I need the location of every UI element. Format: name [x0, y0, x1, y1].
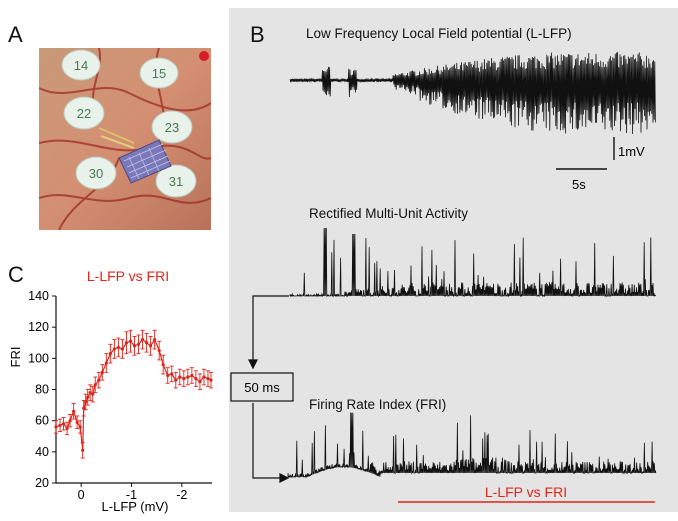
data-point	[86, 395, 90, 399]
data-point	[81, 448, 85, 452]
panel-b-letter: B	[250, 22, 265, 47]
y-tick-label: 20	[35, 476, 49, 490]
voltage-scale-label: 1mV	[618, 144, 645, 159]
microelectrode-array	[98, 127, 172, 184]
chart-title: L-LFP vs FRI	[86, 268, 170, 284]
red-marker-dot	[199, 51, 209, 61]
data-point	[112, 347, 116, 351]
y-tick-label: 100	[28, 351, 49, 365]
window-duration-label: 50 ms	[244, 380, 280, 395]
data-point	[68, 419, 72, 423]
data-point	[78, 425, 82, 429]
data-point	[97, 378, 101, 382]
data-point	[120, 347, 125, 351]
electrode-disc-23	[151, 110, 193, 144]
data-point	[88, 391, 92, 395]
data-point	[140, 338, 145, 342]
chart-axes	[55, 296, 212, 484]
data-point	[178, 375, 182, 379]
data-point	[186, 375, 190, 379]
data-point	[128, 339, 133, 343]
electrode-label-14: 14	[74, 58, 88, 73]
data-point	[108, 352, 112, 356]
lfp-trace-title: Low Frequency Local Field potential (L-L…	[306, 26, 572, 41]
data-point	[198, 380, 202, 384]
lfp-trace	[289, 52, 656, 135]
data-point	[65, 426, 69, 431]
cortex-electrode-photo: 14 15 22 23 30 31	[39, 48, 211, 230]
panel-c-letter: C	[8, 262, 24, 287]
data-point	[93, 383, 97, 387]
data-point	[182, 376, 186, 381]
fri-series-points	[54, 338, 213, 452]
fri-trace-title: Firing Rate Index (FRI)	[309, 397, 447, 412]
x-tick-label: -2	[176, 488, 187, 502]
data-point	[84, 400, 88, 404]
data-point	[166, 373, 170, 378]
data-point	[202, 375, 206, 379]
electrode-label-15: 15	[152, 66, 166, 81]
data-point	[149, 344, 153, 348]
mua-trace-title: Rectified Multi-Unit Activity	[309, 206, 469, 221]
data-point	[170, 372, 174, 376]
fri-trace	[287, 412, 657, 479]
data-point	[72, 409, 76, 413]
x-tick-label: 0	[78, 488, 85, 502]
data-point	[194, 376, 198, 381]
data-point	[157, 348, 161, 353]
data-point	[161, 362, 165, 367]
zoom-connector	[248, 295, 290, 483]
data-point	[100, 370, 104, 374]
y-tick-label: 40	[35, 445, 49, 459]
electrode-disc-22	[63, 96, 105, 130]
data-point	[61, 422, 66, 426]
cortex-photo-drawing: 14 15 22 23 30 31	[39, 48, 211, 230]
data-point	[75, 420, 79, 424]
data-point	[136, 342, 141, 346]
data-point	[153, 338, 157, 342]
data-point	[209, 378, 213, 382]
panel-a-letter: A	[8, 22, 23, 47]
data-point	[206, 376, 210, 381]
electrode-discs	[61, 49, 197, 198]
fri-series-line	[55, 338, 212, 451]
electrode-label-31: 31	[169, 174, 183, 189]
electrode-disc-15	[139, 57, 179, 89]
x-axis-label: L-LFP (mV)	[102, 499, 169, 514]
y-tick-label: 140	[28, 289, 49, 303]
electrode-label-22: 22	[77, 106, 91, 121]
x-tick-label: -1	[126, 488, 137, 502]
electrode-label-23: 23	[165, 120, 179, 135]
data-point	[132, 344, 137, 348]
fri-vs-lfp-chart: 20 40 60 80 100 120 140 0 -1 -2 L-LFP (mV) FRI	[8, 289, 213, 514]
y-tick-label: 60	[35, 414, 49, 428]
data-point	[82, 406, 86, 410]
electrode-disc-31	[155, 164, 197, 198]
data-point	[190, 373, 194, 378]
electrode-disc-30	[75, 156, 117, 190]
data-point	[144, 341, 149, 345]
mua-trace	[289, 227, 657, 298]
data-point	[54, 425, 58, 429]
electrode-number-labels: 14 15 22 23 30 31	[74, 58, 183, 189]
analysis-range-label: L-LFP vs FRI	[485, 484, 567, 500]
time-scale-label: 5s	[572, 177, 586, 192]
data-point	[174, 378, 178, 382]
window-duration-box	[230, 372, 294, 402]
data-point	[91, 392, 95, 396]
y-tick-label: 80	[35, 383, 49, 397]
data-point	[58, 423, 62, 427]
data-point	[104, 361, 108, 365]
chart-ticks: 20 40 60 80 100 120 140 0 -1 -2	[28, 289, 187, 502]
error-bars	[54, 329, 213, 459]
y-tick-label: 120	[28, 320, 49, 334]
data-point	[124, 341, 129, 345]
electrode-disc-14	[61, 49, 101, 81]
electrode-label-30: 30	[89, 166, 103, 181]
data-point	[116, 345, 120, 350]
y-axis-label: FRI	[8, 347, 23, 368]
